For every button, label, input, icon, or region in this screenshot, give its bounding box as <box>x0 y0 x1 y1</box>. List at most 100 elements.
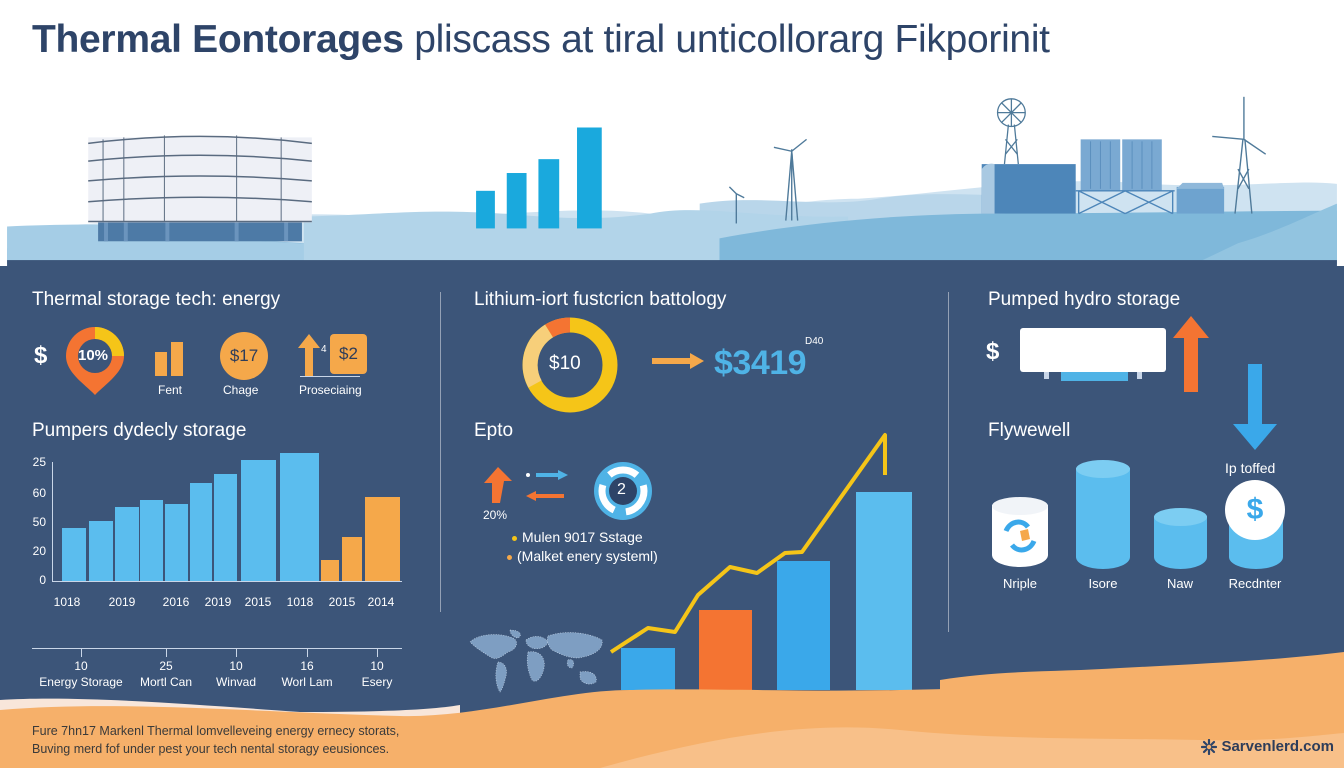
dollar-icon-right: $ <box>986 338 1000 365</box>
timeline-axis <box>32 648 402 649</box>
bar <box>190 483 212 581</box>
timeline-label: Esery <box>361 675 393 689</box>
trend-line <box>609 433 887 654</box>
x-tick: 1018 <box>53 595 81 609</box>
dollar-icon: $ <box>34 342 48 369</box>
brand-text: Sarvenlerd.com <box>1221 738 1334 755</box>
timeline-value: 25 <box>159 659 173 673</box>
price-value: $3419 <box>714 344 807 382</box>
footer-sand <box>0 652 1344 768</box>
bars-container <box>54 450 404 581</box>
timeline-label: Mortl Can <box>139 675 192 689</box>
footer-line-2: Buving merd fof under pest your tech nen… <box>32 742 390 756</box>
timeline-tick <box>307 649 308 657</box>
timeline-label: Worl Lam <box>281 675 333 689</box>
fent-label: Fent <box>158 383 183 397</box>
thermal-storage-title: Thermal storage tech: energy <box>32 289 281 310</box>
wind-turbine-icon <box>728 138 808 224</box>
legend-dot-orange <box>507 554 512 560</box>
legend-label: (Malket enery systeml) <box>517 548 658 564</box>
arrow-mark: 4 <box>321 344 327 355</box>
donut-value: $10 <box>549 353 581 374</box>
cylinder-naw <box>1154 508 1207 569</box>
x-tick: 2015 <box>244 595 272 609</box>
epto-subtitle: Epto <box>474 420 514 441</box>
lithium-ion-title: Lithium-iort fustcricn battology <box>474 289 727 310</box>
page-title-bold: Thermal Eontorages <box>32 18 404 61</box>
location-pin-icon <box>66 327 124 395</box>
brand-link[interactable]: Sarvenlerd.com <box>1201 738 1334 755</box>
up-arrow-orange-icon <box>484 467 512 503</box>
bar <box>214 474 237 581</box>
coin-caption: Ip toffed <box>1225 460 1276 476</box>
pumped-hydro-title: Pumped hydro storage <box>988 289 1181 310</box>
growth-bar-chart <box>600 420 940 690</box>
bar <box>140 500 163 581</box>
charge-label: Chage <box>223 383 259 397</box>
coin-icon: $17 <box>220 332 268 380</box>
y-tick: 25 <box>32 455 46 469</box>
timeline-label: Winvad <box>215 675 256 689</box>
y-tick: 60 <box>32 486 46 500</box>
factory-icon <box>981 96 1267 215</box>
x-tick: 2015 <box>328 595 356 609</box>
bar <box>89 521 113 581</box>
y-tick: 0 <box>39 573 46 587</box>
page-title: Thermal Eontorages pliscass at tiral unt… <box>32 18 1050 62</box>
growth-bars-icon <box>476 127 602 229</box>
timeline-value: 10 <box>74 659 88 673</box>
timeline-label: Energy Storage <box>39 675 123 689</box>
timeline-value: 10 <box>229 659 243 673</box>
panel-divider-right <box>948 292 949 632</box>
cylinder-label: Nriple <box>1003 576 1037 591</box>
timeline-value: 16 <box>300 659 314 673</box>
hydro-panel-leg <box>1137 372 1142 379</box>
timeline-value: 10 <box>370 659 384 673</box>
ring-number: 2 <box>617 481 626 498</box>
pumped-chart-title: Pumpers dydecly storage <box>32 420 247 441</box>
cylinder-label: Naw <box>1166 576 1193 591</box>
y-axis <box>52 462 53 582</box>
cylinder-nriple <box>992 497 1048 567</box>
price-badge-value: $2 <box>339 344 358 363</box>
up-arrow-red-icon <box>1173 316 1209 392</box>
bar <box>856 492 912 690</box>
donut-chart-icon <box>522 317 618 413</box>
legend-dot-yellow <box>512 535 517 541</box>
y-tick: 20 <box>32 544 46 558</box>
page-title-rest: pliscass at tiral unticollorarg Fikporin… <box>414 18 1050 61</box>
legend-item: Mulen 9017 Sstage <box>512 529 643 545</box>
bar <box>115 507 139 581</box>
percent-value: 20% <box>483 508 508 522</box>
cylinder-label: Isore <box>1088 576 1118 591</box>
cylinder-label: Recdnter <box>1228 576 1282 591</box>
timeline-tick <box>236 649 237 657</box>
bar <box>621 648 675 690</box>
price-tag: D40 <box>805 336 824 347</box>
bar <box>699 610 752 690</box>
bar <box>342 537 362 581</box>
flywheel-title: Flywewell <box>988 420 1071 441</box>
right-arrow-icon <box>652 353 704 369</box>
bar <box>321 560 339 581</box>
hydro-panel-leg <box>1044 372 1049 379</box>
pumped-bar-chart: 25 60 50 20 0 1018 2019 2016 2019 2015 1… <box>0 450 440 620</box>
x-tick: 2014 <box>367 595 395 609</box>
coin-value: $17 <box>229 346 259 365</box>
x-axis <box>52 581 402 582</box>
legend-label: Mulen 9017 Sstage <box>522 529 643 545</box>
timeline-tick <box>81 649 82 657</box>
dollar-coin-symbol: $ <box>1246 493 1264 526</box>
down-arrow-blue-icon <box>1233 364 1277 450</box>
bar <box>280 453 319 581</box>
processing-label: Proseciaing <box>299 383 362 397</box>
legend-item: (Malket enery systeml) <box>507 548 658 564</box>
exchange-arrows-icon <box>526 470 568 501</box>
panel-divider-left <box>440 292 441 612</box>
cylinder-isore <box>1076 460 1130 569</box>
brand-logo-icon <box>1201 738 1218 755</box>
up-arrow-icon <box>298 334 320 376</box>
x-tick: 2019 <box>204 595 232 609</box>
bar <box>165 504 188 581</box>
x-tick: 1018 <box>286 595 314 609</box>
